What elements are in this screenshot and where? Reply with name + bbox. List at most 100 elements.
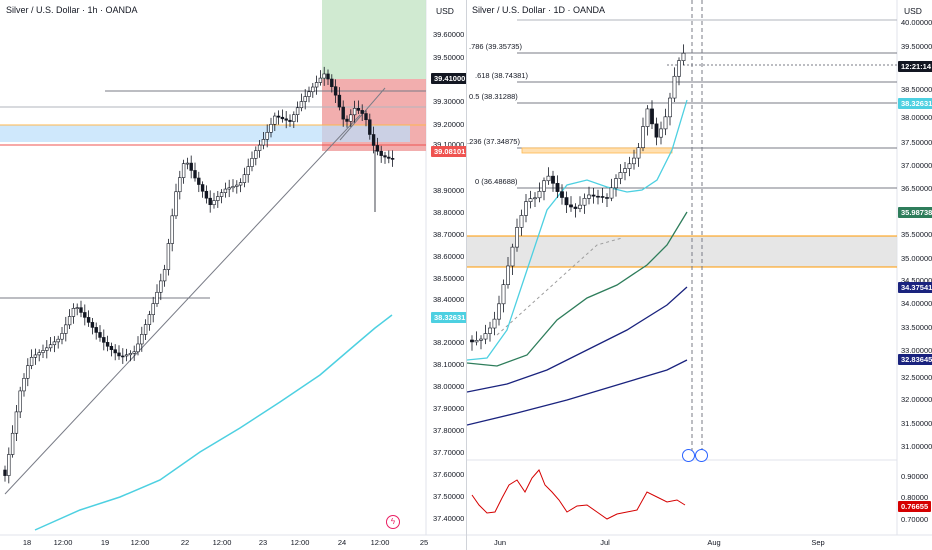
candle-body	[326, 73, 330, 80]
candle-body	[276, 115, 281, 118]
candle-body	[383, 155, 387, 158]
candle-body	[37, 352, 41, 356]
flash-event-icon[interactable]: ϟ	[386, 515, 400, 529]
price-tick-label: 39.60000	[433, 30, 464, 39]
candle-body	[41, 350, 45, 353]
event-marker-icon-2[interactable]	[695, 449, 708, 462]
candle-body-1d	[560, 191, 564, 198]
candle-body	[71, 308, 76, 317]
candle-body	[208, 197, 212, 206]
demand-zone	[467, 236, 897, 267]
candle-body-1d	[564, 197, 569, 206]
candle-body	[22, 377, 26, 392]
candle-body	[360, 110, 364, 114]
candle-body-1d	[573, 206, 578, 209]
price-scale	[426, 0, 466, 550]
candle-body	[113, 349, 117, 354]
price-tick-label-1d: 34.00000	[901, 299, 932, 308]
chart-canvas-1h[interactable]: 39.60000 39.50000 39.30000 39.20000 39.10000…	[0, 0, 466, 550]
candle-body	[64, 324, 68, 334]
candle-body	[105, 342, 110, 347]
candle-body	[204, 190, 209, 199]
candle-body-1d	[591, 194, 596, 197]
symbol-title-1h[interactable]: Silver / U.S. Dollar · 1h · OANDA	[6, 5, 138, 15]
chart-pane-1d[interactable]: .786 (39.35735) .618 (38.74381) 0.5 (38.31…	[467, 0, 932, 550]
time-tick-label-1d: Aug	[707, 538, 720, 547]
price-tick-label: 38.40000	[433, 295, 464, 304]
candle-body	[98, 332, 102, 338]
chart-pane-1h[interactable]: 39.60000 39.50000 39.30000 39.20000 39.10000…	[0, 0, 467, 550]
price-tick-label: 38.70000	[433, 230, 464, 239]
price-tick-label: 38.10000	[433, 360, 464, 369]
price-tick-label-1d: 0.80000	[901, 493, 928, 502]
candle-body	[162, 269, 167, 282]
price-tick-label-1d: 32.50000	[901, 373, 932, 382]
candle-body	[288, 119, 292, 122]
candle-body	[216, 196, 220, 201]
time-tick-label: 23	[259, 538, 267, 547]
candle-body-1d	[650, 108, 654, 125]
time-tick-label-1d: Jul	[600, 538, 610, 547]
candle-body	[250, 158, 254, 167]
fib-level-label: .786 (39.35735)	[469, 42, 522, 51]
candle-body	[345, 118, 349, 122]
candle-body-1d	[587, 194, 591, 199]
candle-body	[349, 114, 353, 122]
event-marker-icon-1[interactable]	[682, 449, 695, 462]
time-tick-label: 25	[420, 538, 428, 547]
candle-body-1d	[555, 183, 560, 192]
candle-body	[273, 115, 277, 125]
candle-body	[83, 312, 87, 318]
candle-body	[128, 353, 133, 356]
candle-body	[303, 96, 307, 102]
candle-body-1d	[641, 126, 645, 148]
candle-body	[26, 365, 30, 379]
candle-body	[109, 345, 114, 350]
fib-level-label: .236 (37.34875)	[467, 137, 520, 146]
axis-currency-label: USD	[436, 6, 454, 16]
candle-body	[181, 163, 186, 178]
supply-zone	[0, 125, 410, 142]
candle-body-1d	[668, 97, 672, 118]
candle-body	[235, 184, 239, 187]
price-tick-label: 37.80000	[433, 426, 464, 435]
candle-body-1d	[632, 157, 636, 165]
candle-body-1d	[524, 201, 528, 216]
time-tick-label: 12:00	[213, 538, 232, 547]
price-tick-label-1d: 37.00000	[901, 161, 932, 170]
price-tick-label-1d: 31.00000	[901, 442, 932, 451]
candle-body	[33, 354, 38, 358]
candle-body	[185, 162, 190, 165]
candle-body-1d	[659, 128, 663, 138]
price-tick-label: 37.50000	[433, 492, 464, 501]
price-tag-1d: 38.32631	[898, 98, 932, 109]
time-tick-label: 12:00	[131, 538, 150, 547]
candle-body	[67, 316, 72, 326]
ema-navy-line-2	[467, 359, 688, 426]
candle-body	[254, 150, 258, 159]
symbol-title-1d[interactable]: Silver / U.S. Dollar · 1D · OANDA	[472, 5, 606, 15]
candle-body	[200, 184, 205, 192]
price-tick-label: 38.50000	[433, 274, 464, 283]
time-tick-label: 12:00	[291, 538, 310, 547]
price-tick-label-1d: 34.50000	[901, 276, 932, 285]
price-tick-label-1d: 33.00000	[901, 346, 932, 355]
candle-body	[136, 343, 140, 353]
price-tick-label: 37.70000	[433, 448, 464, 457]
fib-level-label: 0.5 (38.31288)	[469, 92, 518, 101]
candle-body	[90, 322, 95, 328]
bar-countdown-tag: 12:21:14	[898, 61, 932, 72]
chart-canvas-1d[interactable]: .786 (39.35735) .618 (38.74381) 0.5 (38.31…	[467, 0, 932, 550]
time-tick-label: 24	[338, 538, 346, 547]
candle-body	[341, 106, 345, 120]
candle-body	[14, 411, 19, 434]
candle-body	[368, 119, 372, 135]
candle-body-1d	[677, 60, 681, 77]
candle-body-1d	[506, 265, 510, 285]
candle-body-1d	[551, 175, 555, 184]
projection-path	[496, 237, 623, 336]
candle-body-1d	[510, 246, 515, 267]
candle-body-1d	[681, 52, 686, 61]
candle-body	[246, 166, 250, 176]
axis-currency-label-1d: USD	[904, 6, 922, 16]
